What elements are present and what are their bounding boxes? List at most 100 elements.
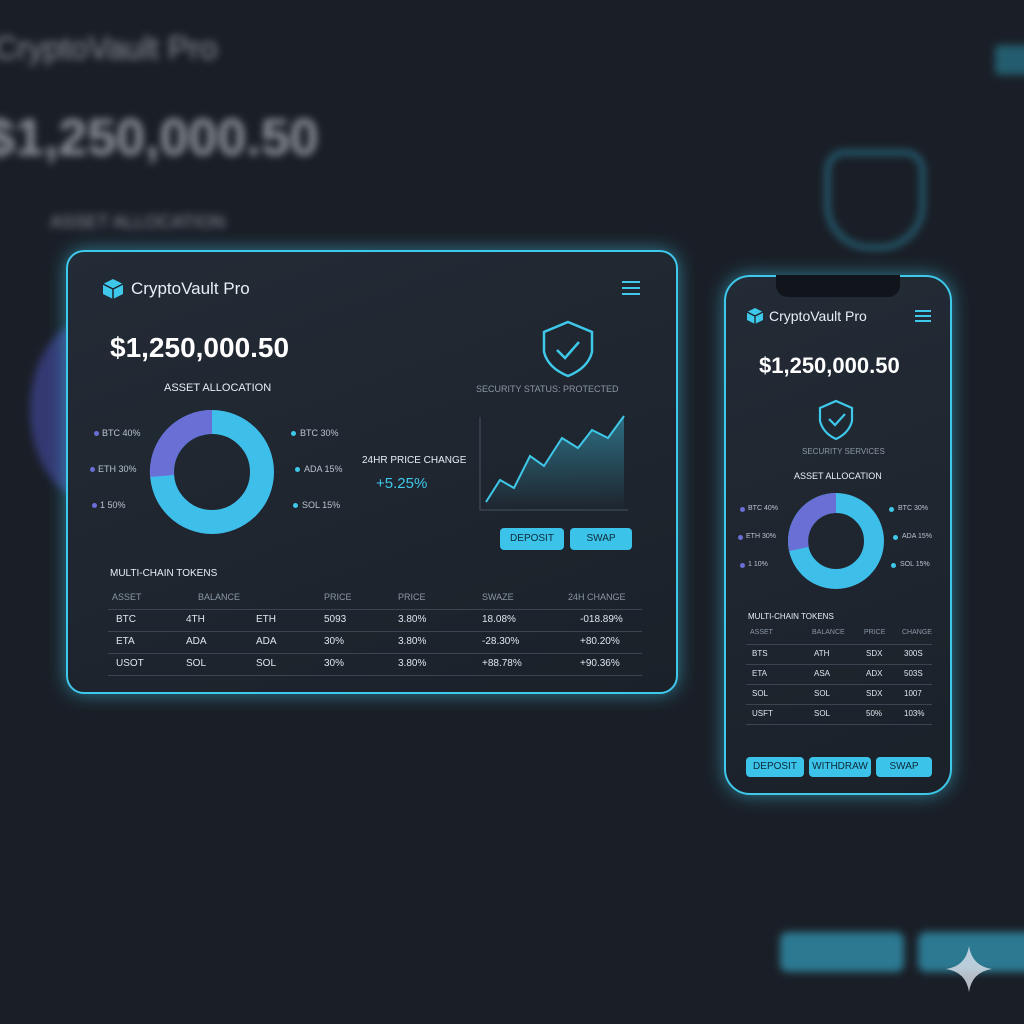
legend-dot <box>295 466 300 472</box>
column-header: SWAZE <box>482 592 514 602</box>
bg-shield <box>825 150 925 250</box>
phone: CryptoVault Pro $1,250,000.50 SECURITY S… <box>724 275 952 795</box>
bg-balance: $1,250,000.50 <box>0 109 319 167</box>
table-cell: SOL <box>256 658 277 669</box>
column-header: BALANCE <box>198 592 241 602</box>
table-cell: 3.80% <box>398 658 427 669</box>
allocation-label: BTC 30% <box>898 505 928 512</box>
phone-graphics <box>788 399 884 589</box>
button[interactable]: DEPOSIT <box>500 528 564 550</box>
bg-allocation-title: ASSET ALLOCATION <box>50 212 226 232</box>
allocation-label: BTC 40% <box>102 428 141 438</box>
column-header: BALANCE <box>812 629 845 636</box>
table-separator <box>746 644 932 645</box>
security-status: SECURITY SERVICES <box>802 447 885 456</box>
bg-button <box>780 932 904 972</box>
table-separator <box>108 674 642 676</box>
tablet: CryptoVault Pro $1,250,000.50 ASSET ALLO… <box>66 250 678 694</box>
notch <box>776 275 900 297</box>
legend-dot <box>891 562 896 568</box>
allocation-label: ETH 30% <box>98 464 137 474</box>
legend-dot <box>738 534 743 540</box>
chart-area <box>486 416 624 510</box>
price-change-label: 24HR PRICE CHANGE <box>362 455 467 466</box>
button[interactable]: DEPOSIT <box>746 757 804 777</box>
table-cell: SOL <box>186 658 207 669</box>
allocation-label: ETH 30% <box>746 533 776 540</box>
column-header: PRICE <box>864 629 886 636</box>
allocation-label: SOL 15% <box>302 500 341 510</box>
table-cell: BTS <box>752 649 768 658</box>
allocation-label: SOL 15% <box>900 561 930 568</box>
table-separator <box>108 608 642 610</box>
security-status: SECURITY STATUS: PROTECTED <box>476 384 619 394</box>
menu[interactable] <box>620 280 642 296</box>
table-cell: 30% <box>324 636 345 647</box>
check-icon <box>828 413 846 427</box>
shield-icon <box>542 320 594 378</box>
legend-dot <box>889 506 894 512</box>
column-header: CHANGE <box>902 629 932 636</box>
table-cell: 1007 <box>904 689 922 698</box>
table-separator <box>746 724 932 725</box>
table-cell: ETA <box>752 669 767 678</box>
button[interactable]: SWAP <box>570 528 632 550</box>
price-change: +5.25% <box>376 475 428 492</box>
table-cell: ASA <box>814 669 831 678</box>
button[interactable]: SWAP <box>876 757 932 777</box>
legend-dot <box>893 534 898 540</box>
allocation-title: ASSET ALLOCATION <box>164 382 272 394</box>
table-cell: 3.80% <box>398 614 427 625</box>
table-cell: USOT <box>116 658 144 669</box>
table-title: MULTI-CHAIN TOKENS <box>748 612 834 621</box>
allocation-label: ADA 15% <box>304 464 343 474</box>
table-cell: SDX <box>866 689 883 698</box>
table-cell: BTC <box>116 614 136 625</box>
logo <box>746 308 764 324</box>
allocation-label: 1 10% <box>748 561 768 568</box>
column-header: PRICE <box>324 592 352 602</box>
table-cell: 3.80% <box>398 636 427 647</box>
logo <box>102 279 124 299</box>
column-header: ASSET <box>750 629 773 636</box>
table-cell: +90.36% <box>580 658 620 669</box>
table-cell: 5093 <box>324 614 347 625</box>
table-cell: USFT <box>752 709 773 718</box>
table-cell: SDX <box>866 649 883 658</box>
sparkle <box>946 946 992 992</box>
legend-dot <box>90 466 95 472</box>
table-cell: SOL <box>814 689 831 698</box>
table-cell: 30% <box>324 658 345 669</box>
legend-dot <box>92 502 97 508</box>
table-cell: -28.30% <box>482 636 520 647</box>
brand: CryptoVault Pro <box>131 279 250 298</box>
table-cell: SOL <box>752 689 769 698</box>
table-cell: ETA <box>116 636 135 647</box>
column-header: 24H CHANGE <box>568 592 626 602</box>
table-separator <box>746 664 932 665</box>
table-cell: SOL <box>814 709 831 718</box>
brand: CryptoVault Pro <box>769 308 867 324</box>
table-cell: ADX <box>866 669 883 678</box>
table-cell: ADA <box>186 636 207 647</box>
table-cell: +88.78% <box>482 658 522 669</box>
donut-segment <box>788 493 837 552</box>
column-header: PRICE <box>398 592 426 602</box>
table-separator <box>746 684 932 685</box>
table-cell: 18.08% <box>482 614 516 625</box>
allocation-title: ASSET ALLOCATION <box>794 471 882 481</box>
table-separator <box>108 630 642 632</box>
button[interactable]: WITHDRAW <box>809 757 871 777</box>
table-separator <box>108 652 642 654</box>
donut-segment <box>149 409 213 477</box>
table-cell: 50% <box>866 709 883 718</box>
table-cell: 503S <box>904 669 923 678</box>
bg-chip <box>995 45 1024 75</box>
table-cell: +80.20% <box>580 636 620 647</box>
table-cell: 300S <box>904 649 923 658</box>
table-cell: -018.89% <box>580 614 623 625</box>
allocation-label: BTC 30% <box>300 428 339 438</box>
menu[interactable] <box>914 309 932 323</box>
tablet-graphics <box>149 320 628 534</box>
